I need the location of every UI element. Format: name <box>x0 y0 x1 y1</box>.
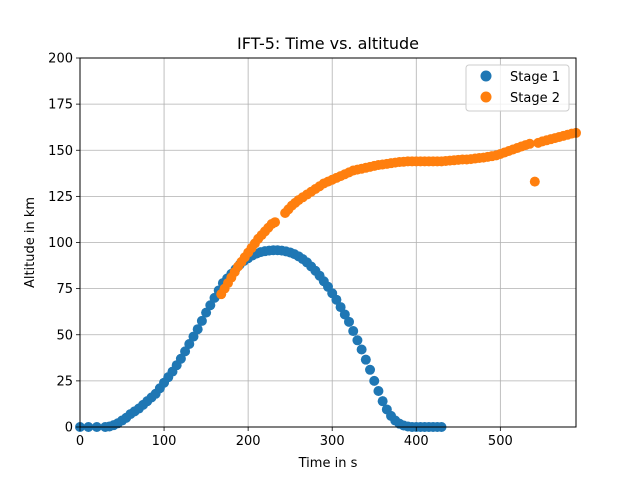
series-2 <box>216 127 581 300</box>
scatter-point <box>196 315 207 326</box>
scatter-point <box>192 324 203 335</box>
scatter-point <box>377 396 388 407</box>
scatter-point <box>270 217 281 228</box>
scatter-point <box>352 335 363 346</box>
scatter-point <box>360 354 371 365</box>
x-tick-label: 400 <box>404 434 429 449</box>
y-axis-ticks: 0 25 50 75 100 125 150 175 200 <box>48 52 80 436</box>
y-tick-label: 150 <box>48 144 73 159</box>
scatter-point <box>348 326 359 337</box>
scatter-point <box>331 294 342 305</box>
legend-box <box>465 64 570 112</box>
chart-title: IFT-5: Time vs. altitude <box>237 34 419 53</box>
legend: Stage 1 Stage 2 <box>465 64 570 112</box>
scatter-point <box>365 364 376 375</box>
y-tick-label: 25 <box>56 374 73 389</box>
y-tick-label: 200 <box>48 52 73 67</box>
legend-marker-stage-2 <box>480 91 492 103</box>
scatter-point <box>180 346 191 357</box>
x-tick-label: 300 <box>320 434 345 449</box>
scatter-point <box>344 316 355 327</box>
scatter-point <box>175 353 186 364</box>
scatter-point <box>529 176 540 187</box>
legend-label-stage-2: Stage 2 <box>510 91 560 106</box>
x-tick-label: 200 <box>236 434 261 449</box>
scatter-point <box>369 375 380 386</box>
scatter-point <box>524 138 535 149</box>
scatter-point <box>184 338 195 349</box>
scatter-point <box>339 309 350 320</box>
scatter-point <box>373 386 384 397</box>
legend-label-stage-1: Stage 1 <box>510 70 560 85</box>
y-axis-label: Altitude in km <box>23 197 38 288</box>
x-tick-label: 100 <box>152 434 177 449</box>
scatter-point <box>335 302 346 313</box>
scatter-point <box>205 300 216 311</box>
x-tick-label: 0 <box>76 434 84 449</box>
y-tick-label: 125 <box>48 190 73 205</box>
y-tick-label: 175 <box>48 98 73 113</box>
scatter-point <box>356 344 367 355</box>
y-tick-label: 75 <box>56 282 73 297</box>
y-tick-label: 50 <box>56 328 73 343</box>
y-tick-label: 100 <box>48 236 73 251</box>
x-axis-ticks: 0 100 200 300 400 500 <box>76 427 513 449</box>
scatter-point <box>188 331 199 342</box>
x-axis-label: Time in s <box>298 456 358 471</box>
legend-marker-stage-1 <box>480 70 492 82</box>
x-tick-label: 500 <box>488 434 513 449</box>
y-tick-label: 0 <box>65 421 73 436</box>
data-points <box>75 127 581 432</box>
scatter-point <box>201 307 212 318</box>
